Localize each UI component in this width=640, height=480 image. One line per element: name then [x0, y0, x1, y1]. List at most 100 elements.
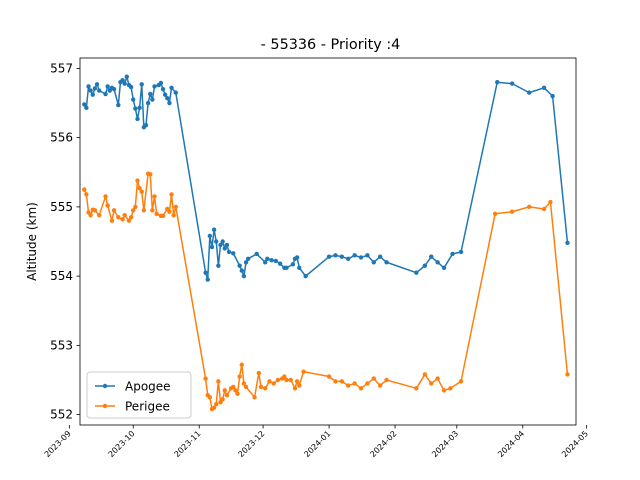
apogee-point-84 [441, 265, 447, 271]
apogee-point-3 [88, 88, 93, 93]
apogee-point-72 [339, 254, 345, 259]
perigee-point-81 [435, 376, 440, 381]
perigee-point-34 [203, 376, 208, 381]
perigee-point-51 [241, 381, 247, 386]
apogee-point-91 [550, 93, 555, 99]
apogee-point-45 [216, 263, 221, 268]
apogee-point-76 [365, 253, 370, 258]
apogee-point-89 [526, 90, 532, 95]
y-tick-label-557: 557 [50, 61, 73, 75]
perigee-point-38 [211, 405, 217, 410]
apogee-point-51 [231, 251, 236, 256]
perigee-point-1 [84, 192, 89, 197]
legend-apogee-label: Apogee [125, 380, 171, 394]
apogee-point-38 [173, 90, 178, 95]
apogee-point-73 [346, 256, 351, 262]
apogee-point-70 [326, 254, 332, 259]
apogee-point-22 [135, 116, 140, 122]
x-tick-label-2023-09: 2023-09 [43, 429, 73, 459]
apogee-point-68 [297, 265, 302, 271]
perigee-point-73 [358, 386, 364, 391]
apogee-point-58 [263, 260, 268, 265]
perigee-point-72 [352, 381, 357, 386]
apogee-point-15 [120, 77, 125, 83]
apogee-point-85 [450, 251, 455, 257]
apogee-point-60 [269, 258, 274, 263]
perigee-point-76 [377, 383, 383, 388]
legend-apogee-marker [102, 383, 108, 389]
perigee-point-58 [271, 381, 276, 386]
apogee-point-6 [94, 82, 100, 87]
apogee-point-0 [82, 102, 87, 107]
x-tick-label-2024-03: 2024-03 [430, 429, 460, 459]
perigee-point-75 [371, 376, 376, 381]
apogee-point-36 [167, 100, 172, 106]
apogee-point-71 [333, 253, 338, 258]
perigee-point-48 [235, 391, 240, 397]
apogee-point-27 [145, 100, 151, 106]
apogee-point-5 [92, 86, 98, 91]
apogee-point-59 [265, 256, 270, 262]
apogee-point-23 [137, 105, 142, 111]
apogee-point-90 [541, 85, 547, 90]
apogee-point-86 [458, 249, 464, 255]
apogee-point-77 [371, 260, 376, 265]
perigee-point-77 [384, 377, 389, 383]
perigee-point-40 [216, 379, 221, 384]
perigee-point-10 [111, 208, 117, 213]
perigee-point-63 [288, 377, 293, 383]
perigee-point-17 [133, 204, 138, 210]
apogee-point-9 [105, 84, 110, 89]
perigee-point-43 [222, 388, 227, 393]
apogee-point-26 [143, 122, 149, 128]
apogee-point-82 [429, 254, 434, 259]
apogee-point-34 [162, 92, 168, 97]
perigee-point-56 [263, 386, 268, 391]
apogee-point-43 [211, 227, 217, 232]
perigee-point-68 [326, 374, 332, 379]
apogee-point-12 [111, 86, 117, 92]
perigee-point-15 [128, 215, 134, 220]
apogee-point-13 [116, 102, 121, 108]
apogee-point-67 [294, 255, 300, 260]
apogee-point-64 [284, 265, 289, 271]
perigee-point-50 [239, 362, 244, 367]
x-tick-label-2024-02: 2024-02 [368, 429, 398, 459]
perigee-point-26 [154, 211, 159, 216]
apogee-point-65 [290, 262, 296, 267]
apogee-point-28 [148, 91, 153, 97]
perigee-point-82 [441, 388, 447, 393]
perigee-point-6 [96, 212, 102, 218]
apogee-point-75 [358, 255, 364, 260]
perigee-point-23 [148, 172, 153, 177]
perigee-point-47 [233, 388, 238, 393]
perigee-point-20 [139, 189, 144, 194]
apogee-point-55 [243, 260, 249, 265]
apogee-point-56 [245, 256, 251, 262]
perigee-point-39 [214, 402, 219, 407]
perigee-point-30 [167, 209, 172, 214]
apogee-point-37 [169, 85, 174, 90]
apogee-point-62 [277, 261, 283, 266]
plot-area [82, 74, 570, 412]
legend-perigee-label: Perigee [125, 400, 170, 414]
chart-title: - 55336 - Priority :4 [261, 37, 401, 53]
perigee-point-46 [231, 384, 236, 390]
perigee-point-11 [116, 215, 121, 220]
x-tick-label-2023-11: 2023-11 [173, 429, 203, 459]
perigee-point-62 [284, 377, 289, 383]
perigee-point-13 [122, 212, 127, 218]
apogee-point-61 [273, 258, 279, 264]
apogee-point-16 [122, 81, 127, 86]
apogee-point-44 [214, 239, 219, 244]
x-tick-label-2023-12: 2023-12 [236, 429, 266, 459]
perigee-point-88 [541, 206, 547, 212]
apogee-point-33 [160, 86, 166, 92]
apogee-point-1 [84, 105, 89, 111]
perigee-point-87 [526, 204, 532, 210]
perigee-point-3 [88, 212, 93, 218]
apogee-point-50 [226, 249, 232, 255]
apogee-point-21 [133, 106, 138, 111]
apogee-point-47 [220, 239, 225, 244]
